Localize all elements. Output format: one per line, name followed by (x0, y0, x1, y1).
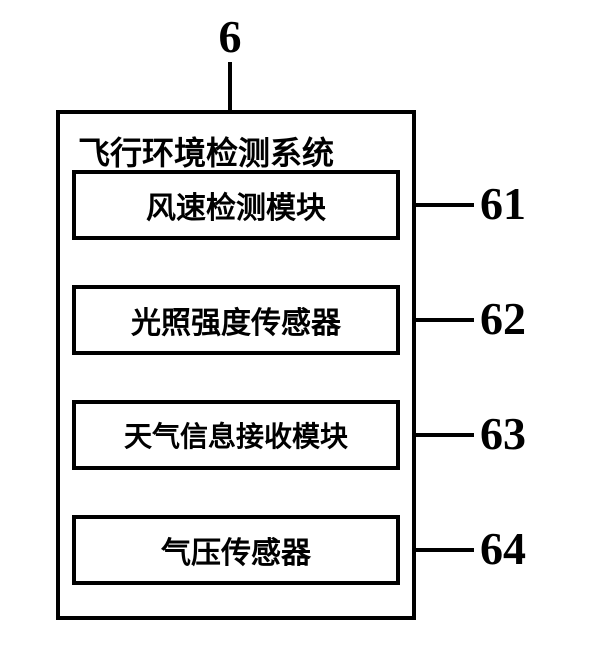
ref-label-61: 61 (480, 177, 526, 230)
module-label: 风速检测模块 (146, 183, 326, 227)
ref-label-63: 63 (480, 407, 526, 460)
ref-label-64: 64 (480, 522, 526, 575)
module-label: 气压传感器 (161, 528, 311, 572)
ref-label-6: 6 (210, 10, 250, 63)
ref-leader-64 (416, 548, 474, 552)
system-title: 飞行环境检测系统 (74, 128, 398, 174)
module-label: 光照强度传感器 (131, 298, 341, 342)
module-light: 光照强度传感器 (72, 285, 400, 355)
ref-leader-6 (228, 62, 232, 110)
ref-leader-61 (416, 203, 474, 207)
module-wind: 风速检测模块 (72, 170, 400, 240)
ref-leader-63 (416, 433, 474, 437)
module-weather: 天气信息接收模块 (72, 400, 400, 470)
module-pressure: 气压传感器 (72, 515, 400, 585)
ref-leader-62 (416, 318, 474, 322)
module-label: 天气信息接收模块 (124, 415, 348, 455)
ref-label-62: 62 (480, 292, 526, 345)
diagram-canvas: 飞行环境检测系统 6 风速检测模块 61 光照强度传感器 62 天气信息接收模块 63 气压传感… (0, 0, 591, 664)
